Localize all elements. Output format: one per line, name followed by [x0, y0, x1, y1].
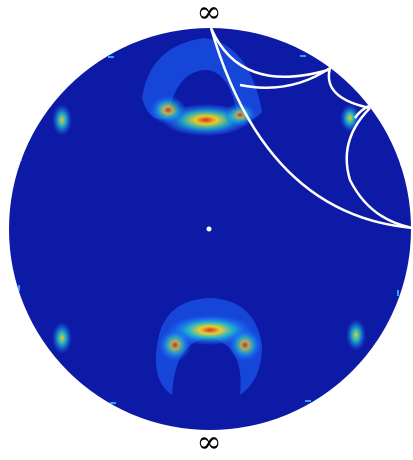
geodesic-arc-right	[327, 67, 371, 110]
heat-edge-left-bottom	[52, 322, 72, 354]
geodesic-arcs	[209, 28, 411, 230]
heat-blob-top-right	[224, 103, 256, 127]
geodesic-arc-small	[345, 107, 411, 230]
heat-blob-bottom-left	[159, 329, 191, 361]
heat-blob-top-left	[150, 96, 186, 124]
heat-edge-right-bottom	[346, 319, 366, 351]
geodesic-arc-medium	[209, 28, 329, 78]
infinity-label-top: ∞	[196, 0, 222, 30]
heat-blob-bottom-right	[229, 329, 261, 361]
heatmap-layer	[18, 28, 411, 404]
disk-center-point	[206, 226, 212, 232]
geodesic-arc-upper	[239, 66, 331, 89]
heat-edge-left-top	[52, 104, 72, 136]
geodesic-arc-large	[209, 28, 411, 230]
heat-edge-right-top	[340, 104, 360, 132]
